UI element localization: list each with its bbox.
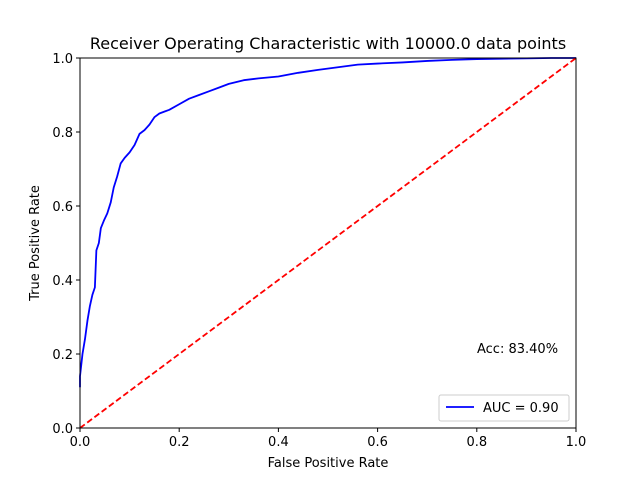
- roc-curve-line: [79, 57, 576, 388]
- accuracy-annotation: Acc: 83.40%: [477, 342, 558, 357]
- y-tick-label: 0.2: [52, 348, 73, 363]
- chance-diagonal-line: [79, 57, 577, 429]
- legend: AUC = 0.90: [438, 394, 570, 422]
- x-tick-label: 0.8: [466, 435, 487, 450]
- series-layer: [79, 57, 577, 429]
- y-axis: 0.0 0.2 0.4 0.6 0.8 1.0: [52, 52, 80, 437]
- y-tick-label: 0.6: [52, 200, 73, 215]
- plot-area: [79, 57, 577, 429]
- legend-box: [438, 394, 570, 422]
- legend-label-auc: AUC = 0.90: [483, 401, 559, 416]
- x-axis: 0.0 0.2 0.4 0.6 0.8 1.0: [70, 428, 587, 450]
- y-tick-label: 1.0: [52, 52, 73, 67]
- x-tick-label: 0.2: [169, 435, 190, 450]
- x-tick-label: 0.0: [70, 435, 91, 450]
- chart-title: Receiver Operating Characteristic with 1…: [90, 34, 566, 53]
- y-tick-label: 0.4: [52, 274, 73, 289]
- x-tick-label: 0.6: [367, 435, 388, 450]
- y-tick-label: 0.8: [52, 126, 73, 141]
- x-tick-label: 1.0: [566, 435, 587, 450]
- x-axis-label: False Positive Rate: [268, 456, 389, 471]
- y-axis-label: True Positive Rate: [28, 185, 43, 302]
- x-tick-label: 0.4: [268, 435, 289, 450]
- y-tick-label: 0.0: [52, 422, 73, 437]
- axes-frame: [79, 57, 577, 429]
